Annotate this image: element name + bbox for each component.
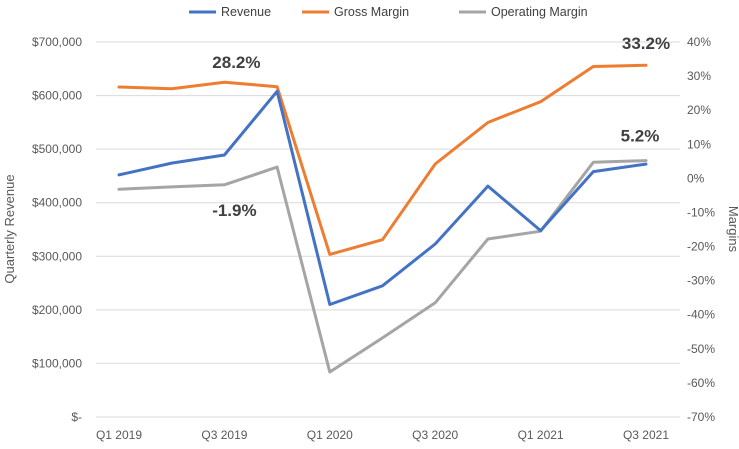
x-tick-label: Q3 2019 [201,428,247,442]
x-tick-label: Q1 2020 [307,428,353,442]
gross-margin-line [117,63,648,256]
revenue-line [117,89,648,306]
right-axis-ticks: 40% 30% 20% 10% 0% -10% -20% -30% -40% -50% -60% -7… [687,35,715,424]
operating-margin-legend-label: Operating Margin [491,5,588,19]
left-tick-label: $300,000 [32,249,82,263]
right-tick-label: 40% [687,35,711,49]
right-tick-label: 10% [687,137,711,151]
right-tick-label: 20% [687,103,711,117]
left-tick-label: $100,000 [32,356,82,370]
revenue-legend-label: Revenue [221,5,271,19]
annotation-label: 28.2% [212,53,260,72]
right-tick-label: 30% [687,69,711,83]
left-tick-label: $600,000 [32,89,82,103]
annotations: 28.2% -1.9% 33.2% 5.2% [212,34,670,220]
left-tick-label: $500,000 [32,142,82,156]
x-tick-label: Q1 2021 [518,428,564,442]
operating-margin-line [117,159,648,374]
right-tick-label: -20% [687,240,715,254]
right-axis-title: Margins [726,206,739,253]
annotation-label: 33.2% [622,34,670,53]
legend: Revenue Gross Margin Operating Margin [189,5,588,19]
x-axis-ticks: Q1 2019 Q3 2019 Q1 2020 Q3 2020 Q1 2021 Q3 20… [96,428,669,442]
right-tick-label: 0% [687,171,705,185]
left-tick-label: $400,000 [32,196,82,210]
gross-margin-legend-label: Gross Margin [334,5,409,19]
annotation-label: 5.2% [621,127,660,146]
x-tick-label: Q3 2021 [623,428,669,442]
right-tick-label: -60% [687,376,715,390]
gridlines [96,41,680,418]
right-tick-label: -40% [687,308,715,322]
left-tick-label: $- [71,410,82,424]
right-tick-label: -10% [687,205,715,219]
right-tick-label: -30% [687,274,715,288]
x-tick-label: Q3 2020 [412,428,458,442]
right-tick-label: -70% [687,410,715,424]
left-tick-label: $200,000 [32,303,82,317]
left-axis-title: Quarterly Revenue [2,174,17,283]
annotation-label: -1.9% [212,201,256,220]
left-axis-ticks: $- $100,000 $200,000 $300,000 $400,000 $500,0… [32,35,82,424]
right-tick-label: -50% [687,342,715,356]
left-tick-label: $700,000 [32,35,82,49]
x-tick-label: Q1 2019 [96,428,142,442]
series-lines [117,63,648,374]
